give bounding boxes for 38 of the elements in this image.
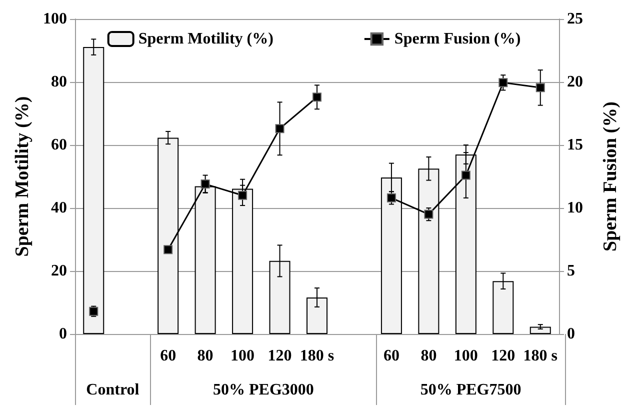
legend-label: Sperm Motility (%) xyxy=(138,30,274,48)
point xyxy=(312,92,322,102)
y-tick-label: 100 xyxy=(43,10,67,28)
x-tick-label: 180 s xyxy=(523,348,558,364)
y2-tick-label: 10 xyxy=(567,200,583,216)
point xyxy=(461,170,470,180)
text: 50% PEG3000 xyxy=(213,382,314,398)
point xyxy=(275,124,284,134)
y-tick-label: 0 xyxy=(59,326,67,342)
x-tick-label: 120 xyxy=(491,348,516,364)
y2-tick-label: 15 xyxy=(567,136,583,154)
x-tick-label: 80 xyxy=(420,348,437,364)
x-tick-label: 100 xyxy=(230,348,255,364)
text: Control xyxy=(86,382,140,398)
y2-tick-label: 5 xyxy=(567,262,575,280)
legend-label: Sperm Fusion (%) xyxy=(394,30,521,48)
y2-tick-label: 20 xyxy=(567,74,583,90)
y-tick-label: 20 xyxy=(51,262,67,280)
point xyxy=(164,245,173,254)
x-tick-label: 180 s xyxy=(300,348,334,364)
y2-axis-title: Sperm Fusion (%) xyxy=(600,102,621,252)
x-tick-label: 60 xyxy=(160,348,176,364)
x-tick-label: 120 xyxy=(268,348,292,364)
y2-tick-label: 25 xyxy=(567,10,583,28)
x-tick-label: 100 xyxy=(454,348,478,364)
y-tick-label: 80 xyxy=(51,74,67,90)
point xyxy=(238,190,248,200)
y-tick-label: 60 xyxy=(51,136,67,154)
y-tick-label: 40 xyxy=(51,200,67,216)
point xyxy=(424,210,434,219)
text: 50% PEG7500 xyxy=(420,382,522,398)
x-tick-label: 60 xyxy=(383,348,400,364)
y-axis-title: Sperm Motility (%) xyxy=(12,96,34,257)
x-tick-label: 80 xyxy=(197,348,214,364)
bar xyxy=(530,326,551,334)
y2-tick-label: 0 xyxy=(567,326,575,342)
point xyxy=(498,78,508,88)
point xyxy=(536,83,545,92)
